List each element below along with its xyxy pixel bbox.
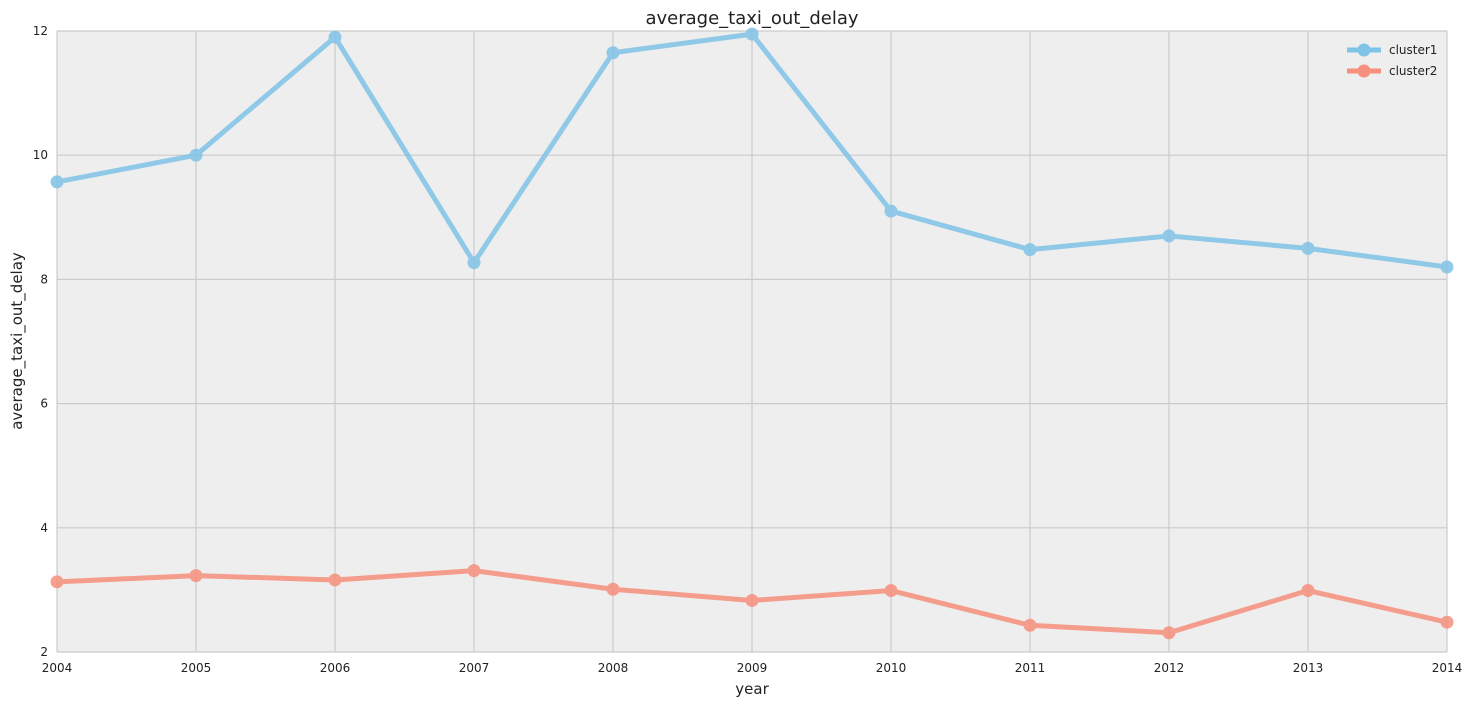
legend-swatch-cluster2-marker: [1357, 64, 1371, 78]
grid-lines: [56, 30, 1448, 653]
data-point-cluster1-2007: [467, 256, 481, 270]
data-point-cluster2-2011: [1023, 618, 1037, 632]
legend: cluster1 cluster2: [1347, 43, 1437, 78]
data-point-cluster1-2013: [1301, 241, 1315, 255]
data-point-cluster2-2010: [884, 584, 898, 598]
y-tick-labels: 2 4 6 8 10 12: [33, 24, 48, 659]
data-point-cluster2-2014: [1440, 615, 1454, 629]
x-tick-label: 2014: [1432, 661, 1463, 675]
data-point-cluster2-2008: [606, 582, 620, 596]
data-point-cluster2-2009: [745, 593, 759, 607]
x-tick-label: 2012: [1154, 661, 1185, 675]
chart-title: average_taxi_out_delay: [645, 8, 858, 29]
data-point-cluster1-2010: [884, 204, 898, 218]
data-point-cluster1-2009: [745, 27, 759, 41]
series-cluster1: [50, 27, 1454, 274]
y-tick-label: 4: [40, 521, 48, 535]
data-point-cluster1-2011: [1023, 243, 1037, 257]
data-point-cluster2-2012: [1162, 626, 1176, 640]
x-tick-label: 2011: [1015, 661, 1046, 675]
data-point-cluster1-2014: [1440, 260, 1454, 274]
legend-label-cluster2: cluster2: [1389, 64, 1437, 78]
y-tick-label: 12: [33, 24, 48, 38]
y-tick-label: 2: [40, 645, 48, 659]
x-tick-label: 2007: [459, 661, 490, 675]
x-tick-labels: 2004 2005 2006 2007 2008 2009 2010 2011 2012 2013…: [42, 661, 1463, 675]
data-point-cluster2-2007: [467, 564, 481, 578]
legend-swatch-cluster1-marker: [1357, 43, 1371, 57]
series-cluster2: [50, 564, 1454, 640]
x-tick-label: 2005: [181, 661, 212, 675]
x-tick-label: 2008: [598, 661, 629, 675]
legend-label-cluster1: cluster1: [1389, 43, 1437, 57]
data-point-cluster1-2004: [50, 175, 64, 189]
legend-entry-cluster2: cluster2: [1347, 64, 1437, 78]
data-point-cluster2-2006: [328, 573, 342, 587]
data-point-cluster1-2012: [1162, 229, 1176, 243]
x-tick-label: 2004: [42, 661, 73, 675]
data-point-cluster1-2008: [606, 46, 620, 60]
data-point-cluster2-2004: [50, 575, 64, 589]
y-tick-label: 6: [40, 397, 48, 411]
x-tick-label: 2013: [1293, 661, 1324, 675]
y-tick-label: 10: [33, 148, 48, 162]
data-point-cluster1-2006: [328, 30, 342, 44]
series-layer: [50, 27, 1454, 640]
data-point-cluster2-2013: [1301, 584, 1315, 598]
legend-entry-cluster1: cluster1: [1347, 43, 1437, 57]
y-tick-label: 8: [40, 272, 48, 286]
data-point-cluster2-2005: [189, 569, 203, 583]
x-tick-label: 2009: [737, 661, 768, 675]
data-point-cluster1-2005: [189, 148, 203, 162]
x-tick-label: 2010: [876, 661, 907, 675]
x-axis-label: year: [735, 680, 769, 698]
y-axis-label: average_taxi_out_delay: [8, 252, 27, 430]
x-tick-label: 2006: [320, 661, 351, 675]
